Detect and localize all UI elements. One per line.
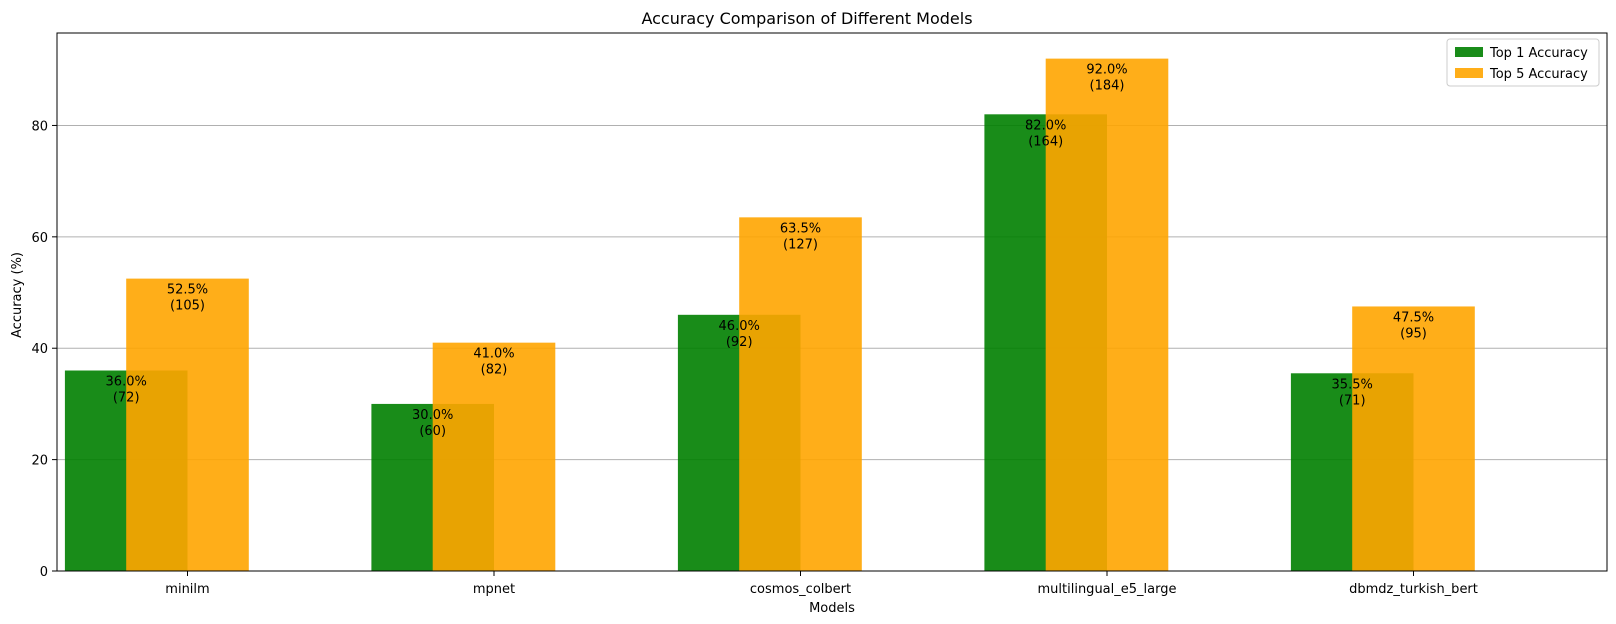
data-label-top1-minilm: 36.0% (72) bbox=[106, 375, 147, 406]
bar-top5-cosmos_colbert bbox=[739, 217, 862, 571]
data-label-percent: 52.5% bbox=[167, 283, 208, 298]
bar-top5-dbmdz_turkish_bert bbox=[1352, 306, 1475, 571]
data-label-percent: 92.0% bbox=[1086, 63, 1127, 78]
bar-top5-minilm bbox=[126, 278, 249, 571]
data-label-top5-dbmdz_turkish_bert: 47.5% (95) bbox=[1393, 310, 1434, 341]
legend-swatch-top1 bbox=[1455, 47, 1483, 57]
x-tick-label-mpnet: mpnet bbox=[473, 582, 515, 597]
axes-layer: 0 20 40 60 80 minilm mpnet cosmos_colbert multil… bbox=[31, 32, 1608, 597]
data-label-top1-multilingual_e5_large: 82.0% (164) bbox=[1025, 118, 1066, 149]
data-label-top5-multilingual_e5_large: 92.0% (184) bbox=[1086, 63, 1127, 94]
data-label-count: (82) bbox=[481, 363, 508, 378]
bar-top5-mpnet bbox=[432, 342, 556, 571]
y-tick-label-40: 40 bbox=[31, 342, 48, 357]
legend: Top 1 Accuracy Top 5 Accuracy bbox=[1446, 38, 1600, 87]
data-label-percent: 46.0% bbox=[719, 319, 760, 334]
data-label-top5-cosmos_colbert: 63.5% (127) bbox=[780, 221, 821, 252]
data-label-top1-mpnet: 30.0% (60) bbox=[412, 408, 453, 439]
data-label-count: (184) bbox=[1090, 79, 1125, 94]
labels-layer: 36.0% (72) 30.0% (60) 46.0% (92) 82.0% (164) 35.… bbox=[106, 63, 1435, 439]
data-label-count: (71) bbox=[1339, 393, 1366, 408]
data-label-percent: 82.0% bbox=[1025, 118, 1066, 133]
y-tick-label-0: 0 bbox=[40, 565, 48, 580]
data-label-count: (95) bbox=[1400, 326, 1427, 341]
data-label-top5-mpnet: 41.0% (82) bbox=[473, 347, 514, 378]
data-label-count: (164) bbox=[1028, 134, 1063, 149]
legend-box bbox=[1446, 38, 1600, 87]
y-tick-label-80: 80 bbox=[31, 119, 48, 134]
data-label-percent: 30.0% bbox=[412, 408, 453, 423]
data-label-top1-dbmdz_turkish_bert: 35.5% (71) bbox=[1332, 377, 1373, 408]
legend-label-top1: Top 1 Accuracy bbox=[1489, 46, 1588, 61]
legend-label-top5: Top 5 Accuracy bbox=[1489, 67, 1588, 82]
data-label-percent: 36.0% bbox=[106, 375, 147, 390]
y-tick-label-20: 20 bbox=[31, 454, 48, 469]
x-tick-label-cosmos_colbert: cosmos_colbert bbox=[750, 582, 851, 597]
data-label-count: (72) bbox=[113, 391, 140, 406]
x-tick-label-multilingual_e5_large: multilingual_e5_large bbox=[1038, 582, 1177, 597]
x-axis-label: Models bbox=[809, 601, 855, 616]
data-label-percent: 41.0% bbox=[473, 347, 514, 362]
data-label-count: (60) bbox=[419, 424, 446, 439]
plot-frame bbox=[56, 32, 1608, 572]
bars-layer bbox=[64, 58, 1475, 572]
data-label-percent: 47.5% bbox=[1393, 310, 1434, 325]
data-label-count: (92) bbox=[726, 335, 753, 350]
data-label-count: (105) bbox=[170, 299, 205, 314]
data-label-percent: 35.5% bbox=[1332, 377, 1373, 392]
bar-top5-multilingual_e5_large bbox=[1045, 58, 1169, 572]
y-tick-label-60: 60 bbox=[31, 231, 48, 246]
data-label-count: (127) bbox=[783, 237, 818, 252]
y-axis-label: Accuracy (%) bbox=[10, 252, 25, 338]
data-label-top1-cosmos_colbert: 46.0% (92) bbox=[719, 319, 760, 350]
data-label-percent: 63.5% bbox=[780, 221, 821, 236]
data-label-top5-minilm: 52.5% (105) bbox=[167, 283, 208, 314]
chart-title: Accuracy Comparison of Different Models bbox=[641, 9, 972, 28]
x-tick-label-dbmdz_turkish_bert: dbmdz_turkish_bert bbox=[1349, 582, 1478, 597]
x-tick-label-minilm: minilm bbox=[165, 582, 209, 597]
legend-swatch-top5 bbox=[1455, 68, 1483, 78]
